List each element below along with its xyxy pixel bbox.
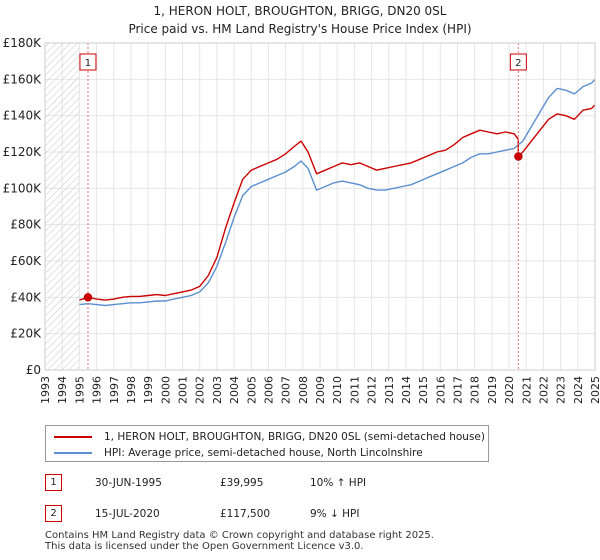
- x-tick-label: 1994: [56, 376, 69, 404]
- x-tick-label: 2008: [297, 376, 310, 404]
- y-tick-label: £120K: [3, 145, 43, 159]
- x-tick-label: 2020: [503, 376, 516, 404]
- x-tick-label: 2018: [469, 376, 482, 404]
- sale-date: 15-JUL-2020: [95, 508, 160, 520]
- sale-price: £39,995: [220, 477, 264, 489]
- sale-marker-box: [509, 53, 527, 71]
- price-chart: 1, HERON HOLT, BROUGHTON, BRIGG, DN20 0S…: [3, 4, 600, 404]
- y-tick-label: £40K: [10, 290, 42, 304]
- x-tick-label: 2007: [280, 376, 293, 404]
- sale-point: [514, 152, 523, 161]
- x-tick-label: 2016: [434, 376, 447, 404]
- series-line-hpi: [79, 78, 596, 307]
- legend-swatch-red: [54, 436, 92, 438]
- legend-item-hpi: HPI: Average price, semi-detached house,…: [54, 445, 423, 461]
- plot-border: [44, 42, 596, 371]
- sale-marker-box: [79, 53, 97, 71]
- x-tick-label: 2017: [452, 376, 465, 404]
- x-tick-label: 2001: [177, 376, 190, 404]
- x-tick-label: 2010: [331, 376, 344, 404]
- chart-title: 1, HERON HOLT, BROUGHTON, BRIGG, DN20 0S…: [154, 4, 447, 18]
- x-tick-label: 2013: [383, 376, 396, 404]
- x-tick-label: 2012: [366, 376, 379, 404]
- x-tick-label: 2025: [589, 376, 600, 404]
- y-tick-label: £0: [26, 363, 41, 377]
- x-tick-label: 2006: [262, 376, 275, 404]
- sale-date: 30-JUN-1995: [95, 477, 162, 489]
- x-tick-label: 1998: [125, 376, 138, 404]
- y-tick-label: £60K: [10, 254, 42, 268]
- y-tick-label: £140K: [3, 109, 43, 123]
- sale-number-badge: 2: [45, 505, 62, 522]
- chart-subtitle: Price paid vs. HM Land Registry's House …: [128, 22, 471, 36]
- sale-hpi-delta: 9% ↓ HPI: [310, 508, 360, 520]
- y-tick-label: £100K: [3, 181, 43, 195]
- footer-line-1: Contains HM Land Registry data © Crown c…: [45, 530, 434, 541]
- x-tick-label: 1996: [91, 376, 104, 404]
- x-tick-label: 2005: [245, 376, 258, 404]
- sale-marker-label: 2: [515, 58, 521, 69]
- legend-label-property: 1, HERON HOLT, BROUGHTON, BRIGG, DN20 0S…: [104, 431, 485, 443]
- x-tick-label: 2004: [228, 376, 241, 404]
- x-tick-label: 2021: [520, 376, 533, 404]
- chart-legend: 1, HERON HOLT, BROUGHTON, BRIGG, DN20 0S…: [45, 425, 489, 462]
- x-tick-label: 2009: [314, 376, 327, 404]
- sale-marker-label: 1: [85, 58, 91, 69]
- x-tick-label: 2024: [572, 376, 585, 404]
- legend-swatch-blue: [54, 452, 92, 454]
- attribution-footer: Contains HM Land Registry data © Crown c…: [45, 530, 434, 552]
- y-tick-label: £20K: [10, 327, 42, 341]
- sale-price: £117,500: [220, 508, 271, 520]
- x-tick-label: 2002: [194, 376, 207, 404]
- x-tick-label: 2015: [417, 376, 430, 404]
- sale-number-badge: 1: [45, 474, 62, 491]
- pre-data-hatched-region: [45, 43, 80, 370]
- x-tick-label: 2019: [486, 376, 499, 404]
- x-tick-label: 1997: [108, 376, 121, 404]
- x-tick-label: 2011: [348, 376, 361, 404]
- x-tick-label: 2000: [159, 376, 172, 404]
- sale-hpi-delta: 10% ↑ HPI: [310, 477, 367, 489]
- legend-item-property: 1, HERON HOLT, BROUGHTON, BRIGG, DN20 0S…: [54, 429, 485, 445]
- y-tick-label: £160K: [3, 72, 43, 86]
- x-tick-label: 2014: [400, 376, 413, 404]
- x-tick-label: 1999: [142, 376, 155, 404]
- y-tick-label: £80K: [10, 218, 42, 232]
- x-tick-label: 1995: [73, 376, 86, 404]
- y-tick-label: £180K: [3, 36, 43, 50]
- x-tick-label: 2003: [211, 376, 224, 404]
- x-tick-label: 2022: [537, 376, 550, 404]
- x-tick-label: 2023: [555, 376, 568, 404]
- x-tick-label: 1993: [39, 376, 52, 404]
- footer-line-2: This data is licensed under the Open Gov…: [45, 541, 364, 552]
- legend-label-hpi: HPI: Average price, semi-detached house,…: [104, 447, 423, 459]
- sale-point: [83, 293, 93, 302]
